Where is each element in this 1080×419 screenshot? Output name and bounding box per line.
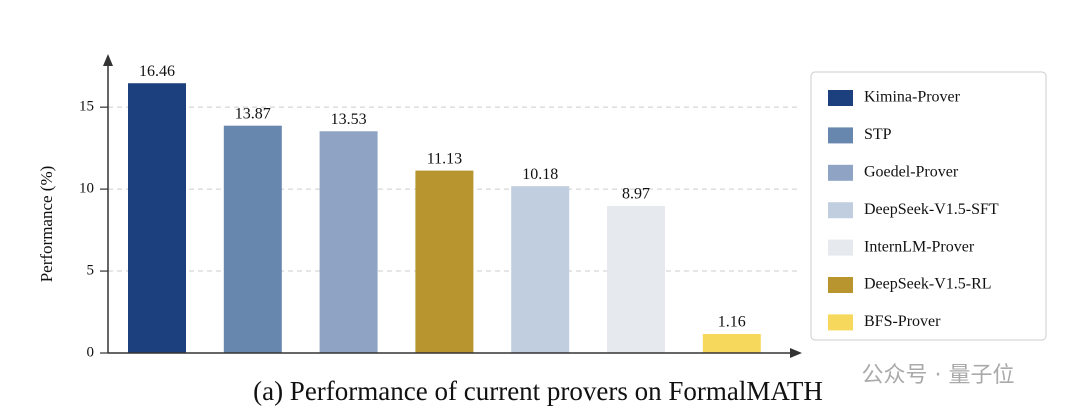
legend-swatch [828, 314, 853, 331]
chart-title: (a) Performance of current provers on Fo… [253, 376, 823, 406]
watermark: 公众号 · 量子位 [862, 363, 1015, 388]
legend-swatch [828, 202, 853, 219]
legend-box [810, 71, 1047, 341]
value-label: 13.87 [235, 105, 271, 122]
legend-label: Goedel-Prover [864, 163, 959, 180]
y-axis-label: Performance (%) [37, 166, 56, 283]
bar [607, 205, 665, 353]
y-axis-arrow [103, 54, 113, 66]
legend-label: STP [864, 126, 892, 143]
bar [319, 131, 378, 353]
legend-swatch [828, 164, 853, 181]
bar [702, 333, 761, 353]
x-axis-arrow [790, 348, 802, 358]
y-tick-label: 10 [79, 181, 94, 197]
value-label: 11.13 [427, 150, 462, 167]
legend-label: DeepSeek-V1.5-RL [864, 276, 992, 293]
legend-swatch [828, 90, 853, 106]
legend-swatch [828, 127, 853, 144]
legend-label: Kimina-Prover [864, 89, 961, 106]
y-tick-label: 0 [87, 344, 95, 360]
legend-swatch [828, 239, 853, 256]
bar [415, 170, 474, 353]
value-label: 10.18 [522, 166, 558, 183]
y-tick-label: 15 [79, 99, 94, 115]
legend-label: InternLM-Prover [864, 238, 975, 255]
bar [128, 83, 186, 353]
value-label: 1.16 [718, 314, 746, 331]
bar [511, 186, 570, 353]
legend-label: BFS-Prover [864, 313, 941, 330]
y-tick-label: 5 [87, 262, 95, 278]
value-label: 16.46 [139, 63, 175, 80]
value-label: 13.53 [331, 111, 367, 128]
value-label: 8.97 [622, 186, 650, 203]
legend-swatch [828, 277, 853, 293]
bar [223, 125, 282, 353]
legend-label: DeepSeek-V1.5-SFT [864, 201, 999, 218]
